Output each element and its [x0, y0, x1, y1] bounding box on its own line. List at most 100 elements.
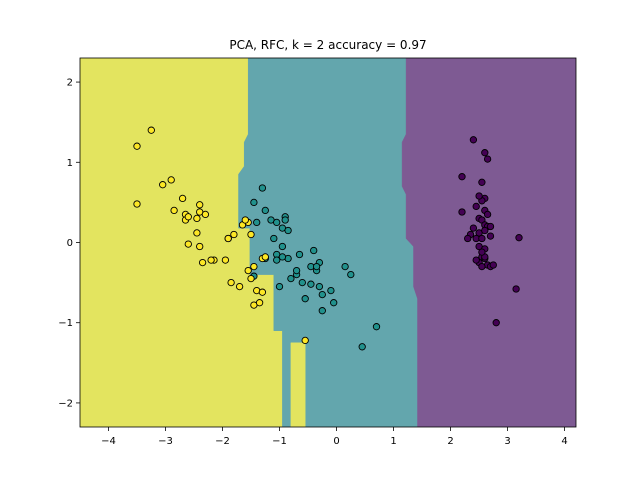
data-point-class2	[170, 206, 178, 215]
x-tick-label: −4	[101, 436, 116, 447]
data-point-class1	[307, 280, 315, 288]
scatter-points	[133, 126, 523, 351]
data-point-class2	[184, 240, 192, 248]
y-tick-label: 2	[67, 78, 73, 89]
x-tick-label: 1	[390, 436, 396, 447]
data-point-class2	[244, 266, 252, 275]
data-point-class1	[310, 246, 318, 255]
data-point-class1	[287, 274, 295, 283]
data-point-class2	[159, 181, 167, 189]
data-point-class2	[184, 213, 192, 221]
data-point-class0	[478, 178, 486, 186]
data-point-class0	[472, 202, 480, 211]
data-point-class1	[258, 184, 267, 192]
data-point-class1	[315, 282, 324, 291]
data-point-class1	[273, 256, 281, 264]
data-point-class2	[193, 214, 201, 223]
data-point-class1	[292, 266, 301, 275]
data-point-class1	[358, 343, 366, 351]
data-point-class0	[512, 285, 520, 293]
data-point-class0	[492, 319, 500, 327]
data-point-class2	[250, 262, 258, 271]
data-point-class2	[196, 201, 204, 209]
y-axis: −2 −1 0 1 2	[58, 78, 80, 409]
data-point-class1	[278, 253, 287, 261]
data-point-class1	[281, 216, 289, 224]
data-point-class0	[486, 232, 495, 240]
data-point-class1	[301, 295, 309, 303]
data-point-class0	[469, 136, 478, 144]
data-point-class2	[224, 234, 232, 243]
decision-region-class0-3	[401, 58, 576, 427]
x-tick-label: −1	[272, 436, 287, 447]
x-axis: −4 −3 −2 −1 0 1 2 3 4	[101, 427, 568, 447]
data-point-class2	[147, 126, 155, 134]
x-tick-label: 2	[447, 436, 453, 447]
y-tick-label: 0	[67, 238, 73, 249]
data-point-class1	[284, 226, 292, 235]
data-point-class2	[196, 242, 204, 251]
data-point-class2	[261, 253, 269, 261]
y-tick-label: 1	[67, 158, 73, 169]
data-point-class1	[330, 299, 338, 307]
data-point-class1	[318, 290, 326, 299]
data-point-class2	[193, 229, 201, 237]
x-tick-label: 0	[333, 436, 339, 447]
data-point-class2	[247, 274, 255, 283]
data-point-class2	[258, 288, 267, 296]
data-point-class0	[478, 248, 486, 256]
data-point-class0	[475, 192, 483, 200]
data-point-class1	[318, 307, 326, 315]
decision-region-class2-2	[290, 342, 306, 427]
data-point-class2	[230, 230, 238, 239]
data-point-class2	[167, 176, 175, 184]
x-tick-label: −2	[215, 436, 230, 447]
data-point-class1	[275, 282, 284, 291]
data-point-class1	[347, 270, 355, 279]
data-point-class2	[227, 278, 235, 287]
decision-regions	[80, 58, 576, 427]
data-point-class2	[207, 256, 215, 264]
data-point-class1	[298, 278, 306, 287]
data-point-class1	[273, 218, 281, 227]
x-tick-label: 4	[561, 436, 567, 447]
data-point-class2	[221, 256, 230, 264]
data-point-class2	[198, 258, 207, 267]
data-point-class0	[489, 261, 497, 269]
x-tick-label: 3	[504, 436, 510, 447]
data-point-class0	[458, 173, 466, 181]
data-point-class0	[478, 234, 486, 243]
data-point-class2	[247, 230, 255, 239]
data-point-class1	[250, 198, 258, 207]
data-point-class0	[515, 234, 523, 242]
data-point-class1	[253, 218, 261, 227]
data-point-class2	[178, 194, 187, 203]
data-point-class0	[478, 262, 486, 271]
data-point-class1	[278, 242, 287, 251]
data-point-class0	[458, 208, 466, 216]
y-tick-label: −1	[58, 318, 73, 329]
data-point-class2	[301, 336, 309, 345]
data-point-class0	[483, 210, 492, 219]
data-point-class0	[481, 149, 489, 157]
x-tick-label: −3	[158, 436, 173, 447]
data-point-class0	[464, 234, 472, 243]
data-point-class2	[235, 282, 244, 291]
data-point-class2	[133, 142, 141, 150]
data-point-class0	[486, 222, 495, 231]
data-point-class1	[261, 206, 269, 215]
data-point-class1	[270, 234, 278, 243]
data-point-class0	[469, 224, 478, 232]
data-point-class0	[481, 226, 489, 235]
data-point-class1	[372, 323, 381, 331]
data-point-class1	[327, 286, 335, 295]
data-point-class1	[295, 250, 304, 259]
data-point-class2	[241, 216, 249, 224]
data-point-class1	[312, 262, 321, 271]
data-point-class2	[133, 200, 141, 208]
data-point-class2	[201, 210, 210, 219]
data-point-class1	[341, 262, 349, 271]
data-point-class0	[472, 256, 480, 264]
chart-title: PCA, RFC, k = 2 accuracy = 0.97	[229, 38, 426, 52]
